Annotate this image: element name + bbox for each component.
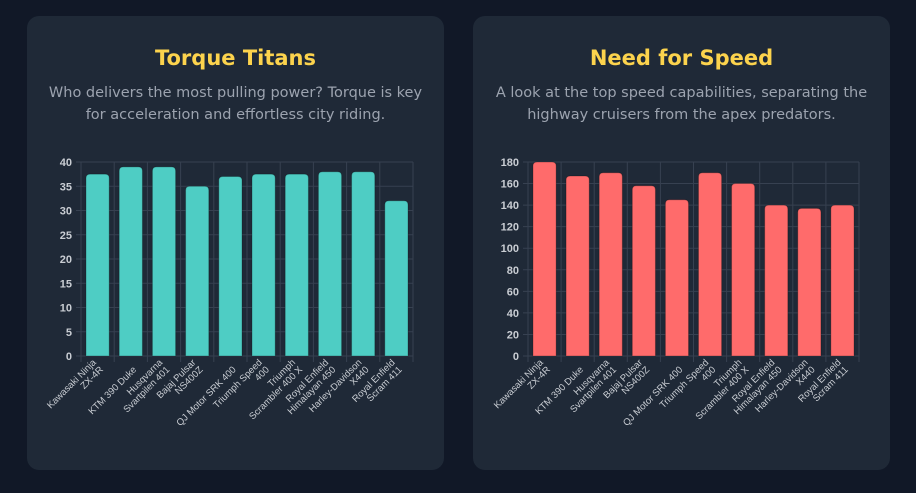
torque-y-tick-label: 5 [66, 327, 72, 339]
torque-bar[interactable] [384, 200, 409, 357]
torque-y-tick-label: 30 [60, 206, 72, 218]
torque-bar[interactable] [85, 173, 110, 357]
speed-y-tick-label: 60 [507, 286, 519, 298]
torque-bar[interactable] [218, 176, 243, 357]
torque-bar[interactable] [118, 166, 143, 357]
speed-bar[interactable] [631, 185, 656, 357]
torque-y-tick-label: 20 [60, 254, 72, 266]
torque-subtitle: Who delivers the most pulling power? Tor… [48, 85, 423, 123]
speed-card: Need for Speed A look at the top speed c… [473, 16, 890, 470]
speed-bar[interactable] [731, 183, 756, 357]
speed-bar[interactable] [797, 207, 822, 357]
torque-bar[interactable] [251, 173, 276, 357]
speed-y-tick-label: 160 [501, 179, 519, 191]
torque-bar[interactable] [151, 166, 177, 357]
speed-y-tick-label: 120 [501, 222, 519, 234]
speed-bar[interactable] [664, 199, 690, 357]
torque-y-tick-label: 35 [60, 181, 72, 193]
torque-bar[interactable] [351, 171, 376, 357]
torque-y-tick-label: 25 [60, 230, 72, 242]
torque-bar[interactable] [284, 173, 309, 357]
speed-bar[interactable] [697, 172, 723, 357]
speed-bar[interactable] [565, 175, 590, 357]
speed-bar[interactable] [598, 172, 623, 357]
speed-y-tick-label: 100 [501, 243, 519, 255]
speed-y-tick-label: 0 [513, 351, 519, 363]
speed-bar[interactable] [532, 161, 557, 357]
torque-card: Torque Titans Who delivers the most pull… [27, 16, 444, 470]
speed-bar[interactable] [830, 204, 855, 357]
torque-y-tick-label: 40 [60, 157, 72, 169]
speed-y-tick-label: 20 [507, 329, 519, 341]
speed-title: Need for Speed [589, 46, 774, 70]
speed-y-tick-label: 140 [501, 200, 519, 212]
speed-y-tick-label: 180 [501, 157, 519, 169]
torque-title: Torque Titans [154, 46, 317, 70]
torque-y-tick-label: 10 [60, 303, 72, 315]
torque-bar[interactable] [317, 171, 343, 357]
torque-y-tick-label: 15 [60, 278, 72, 290]
speed-y-tick-label: 80 [507, 265, 519, 277]
speed-subtitle: A look at the top speed capabilities, se… [495, 85, 868, 123]
speed-bar[interactable] [764, 204, 789, 357]
torque-bar[interactable] [185, 185, 210, 357]
speed-y-tick-label: 40 [507, 308, 519, 320]
torque-y-tick-label: 0 [66, 351, 72, 363]
